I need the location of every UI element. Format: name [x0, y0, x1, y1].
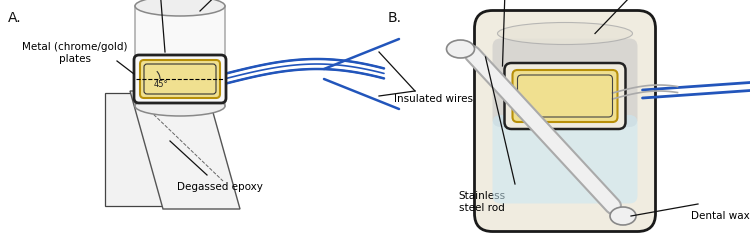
Text: Insulated wires: Insulated wires [394, 94, 472, 104]
Polygon shape [105, 93, 203, 206]
Ellipse shape [497, 22, 632, 44]
Polygon shape [130, 91, 240, 209]
Text: Degassed epoxy: Degassed epoxy [177, 182, 263, 192]
Text: A.: A. [8, 11, 22, 25]
Text: Dental wax: Dental wax [691, 211, 749, 221]
Text: Metal (chrome/gold)
plates: Metal (chrome/gold) plates [22, 42, 128, 64]
Ellipse shape [135, 96, 225, 116]
FancyBboxPatch shape [134, 55, 226, 103]
Text: B.: B. [388, 11, 402, 25]
Ellipse shape [610, 207, 636, 225]
Bar [135, 6, 225, 106]
FancyBboxPatch shape [140, 60, 220, 98]
Text: Stainless
steel rod: Stainless steel rod [458, 191, 506, 213]
FancyBboxPatch shape [512, 70, 617, 122]
FancyBboxPatch shape [493, 115, 638, 203]
Ellipse shape [135, 0, 225, 16]
Text: 45°: 45° [154, 80, 169, 89]
FancyBboxPatch shape [493, 38, 638, 127]
Ellipse shape [446, 40, 475, 58]
FancyBboxPatch shape [505, 63, 626, 129]
FancyBboxPatch shape [475, 11, 656, 232]
